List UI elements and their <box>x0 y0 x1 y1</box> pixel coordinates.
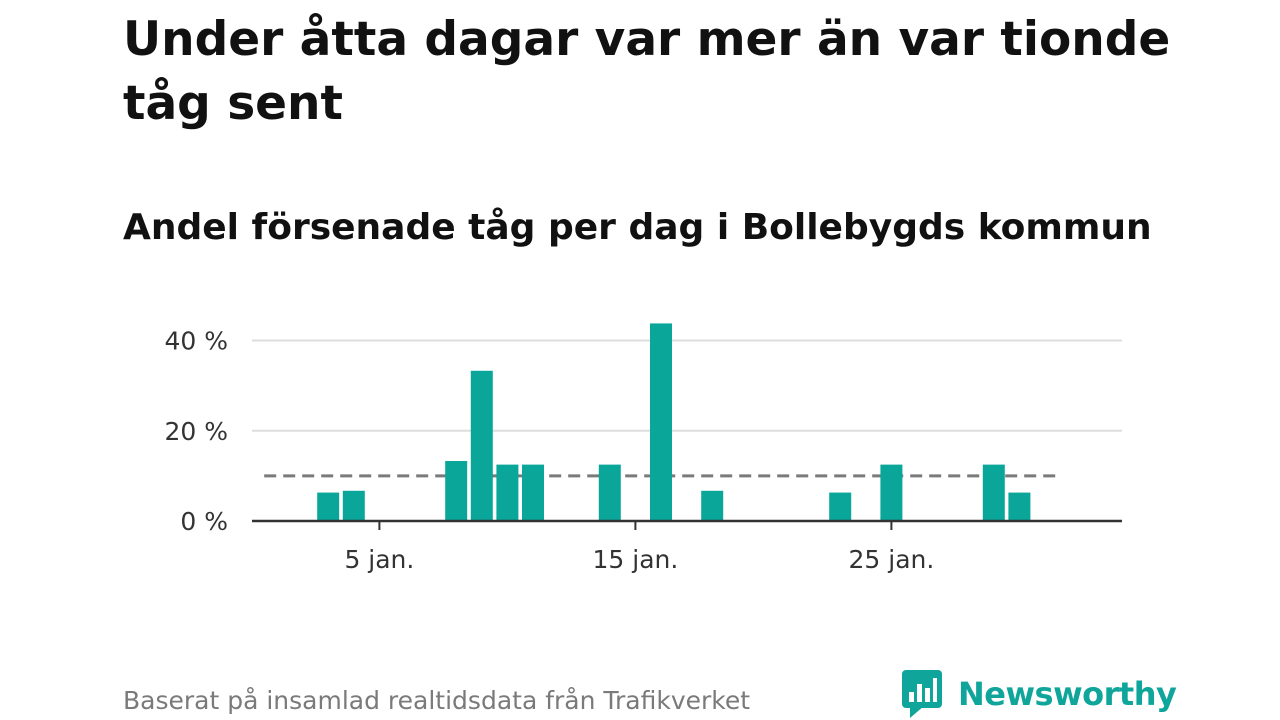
y-tick-label: 20 % <box>164 417 228 446</box>
bar <box>650 323 672 521</box>
axes <box>252 519 1122 530</box>
brand-logo: Newsworthy <box>902 670 1177 718</box>
x-tick-label: 25 jan. <box>848 545 934 574</box>
bar <box>829 492 852 521</box>
bar <box>982 464 1005 521</box>
source-note: Baserat på insamlad realtidsdata från Tr… <box>123 686 751 715</box>
bar <box>470 370 493 521</box>
bar <box>342 490 365 521</box>
bar <box>317 492 340 521</box>
y-tick-label: 40 % <box>164 327 228 356</box>
grid-lines <box>252 339 1122 432</box>
bar-chart: 0 % 20 % 40 % 5 jan. 15 jan. 25 jan. <box>164 323 1122 574</box>
bar <box>1008 492 1031 521</box>
newsworthy-logo-icon <box>902 670 942 718</box>
x-tick-label: 5 jan. <box>344 545 414 574</box>
bar <box>598 464 621 521</box>
bars <box>317 323 1031 521</box>
chart-title: Under åtta dagar var mer än var tionde t… <box>123 12 1171 131</box>
bar <box>445 461 468 521</box>
bar <box>496 464 519 521</box>
bar <box>880 464 903 521</box>
chart-subtitle: Andel försenade tåg per dag i Bollebygds… <box>123 207 1152 248</box>
x-tick-label: 15 jan. <box>592 545 678 574</box>
tick-labels: 0 % 20 % 40 % 5 jan. 15 jan. 25 jan. <box>164 327 934 574</box>
brand-name: Newsworthy <box>958 675 1177 713</box>
bar <box>701 490 724 521</box>
y-tick-label: 0 % <box>180 507 228 536</box>
bar <box>522 464 544 521</box>
